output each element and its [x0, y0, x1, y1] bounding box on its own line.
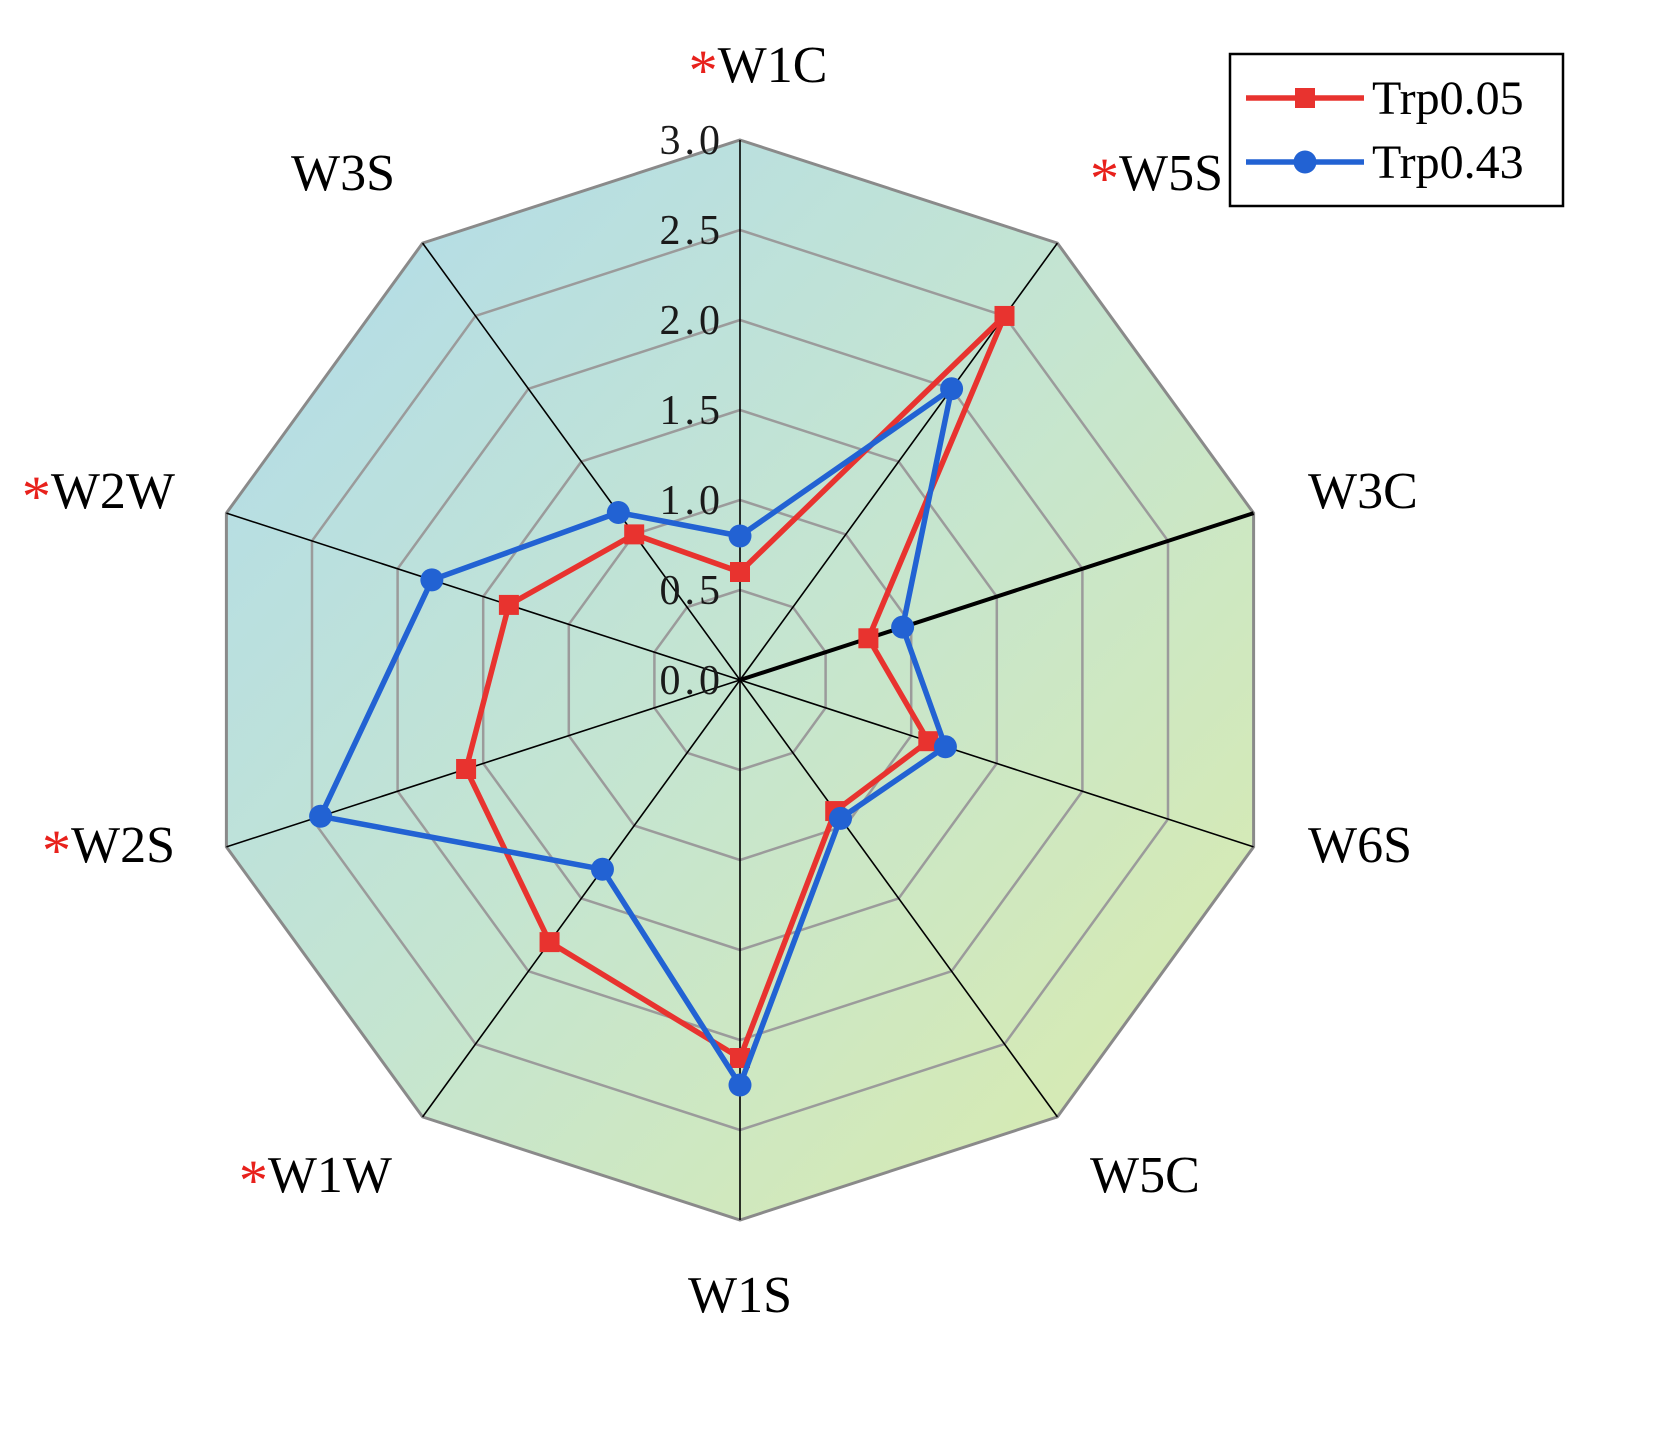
marker-square-Trp0.05-W2S — [456, 758, 477, 779]
axis-spoke-W5C — [739, 679, 1059, 1118]
r-tick-label: 2.0 — [660, 298, 725, 344]
marker-circle-Trp0.43-W5S — [940, 377, 964, 401]
axis-label-W2S: *W2S — [42, 817, 175, 883]
axis-label-W3S: W3S — [291, 145, 395, 202]
axis-spoke-W6S — [739, 679, 1254, 848]
legend-marker-circle-Trp0.43 — [1293, 150, 1317, 174]
marker-circle-Trp0.43-W1C — [728, 524, 752, 548]
significance-asterisk-W2W: * — [22, 464, 51, 529]
axis-label-W6S: W6S — [1308, 817, 1412, 874]
marker-square-Trp0.05-W3C — [858, 628, 879, 649]
axis-label-text: W1C — [718, 37, 828, 94]
axis-label-text: W2S — [71, 817, 175, 874]
r-tick-label: 2.5 — [660, 208, 725, 254]
marker-square-Trp0.05-W6S — [918, 731, 939, 752]
marker-circle-Trp0.43-W2W — [420, 568, 444, 592]
axis-spoke-W3S — [421, 242, 741, 681]
marker-circle-Trp0.43-W6S — [933, 735, 957, 759]
axis-label-text: W2W — [51, 463, 175, 520]
axis-label-W1W: *W1W — [239, 1147, 392, 1213]
r-tick-label: 1.5 — [660, 388, 725, 434]
legend-label-Trp0.05: Trp0.05 — [1372, 72, 1524, 125]
axis-label-text: W1W — [268, 1147, 392, 1204]
marker-square-Trp0.05-W3S — [624, 524, 645, 545]
marker-circle-Trp0.43-W1S — [728, 1073, 752, 1097]
significance-asterisk-W2S: * — [42, 818, 71, 883]
marker-circle-Trp0.43-W3C — [891, 615, 915, 639]
significance-asterisk-W1W: * — [239, 1148, 268, 1213]
axis-label-W3C: W3C — [1308, 463, 1418, 520]
legend-marker-square-Trp0.05 — [1295, 88, 1315, 108]
significance-asterisk-W1C: * — [689, 38, 718, 103]
axis-spoke-W2W — [226, 512, 741, 681]
marker-square-Trp0.05-W1C — [730, 562, 750, 582]
r-tick-label: 0.5 — [660, 568, 725, 614]
axis-label-W5S: *W5S — [1090, 145, 1223, 211]
r-tick-label: 3.0 — [660, 118, 725, 164]
axis-label-W2W: *W2W — [22, 463, 175, 529]
marker-circle-Trp0.43-W3S — [606, 501, 630, 525]
legend-label-Trp0.43: Trp0.43 — [1372, 136, 1524, 189]
marker-circle-Trp0.43-W5C — [829, 806, 853, 830]
marker-square-Trp0.05-W5S — [994, 305, 1015, 326]
marker-square-Trp0.05-W1S — [730, 1048, 750, 1068]
significance-asterisk-W5S: * — [1090, 146, 1119, 211]
axis-label-W5C: W5C — [1090, 1147, 1200, 1204]
marker-square-Trp0.05-W1W — [539, 932, 560, 953]
axis-label-W1S: W1S — [688, 1267, 792, 1324]
marker-circle-Trp0.43-W1W — [590, 857, 614, 881]
axis-spoke-W1W — [421, 679, 741, 1118]
r-tick-label: 1.0 — [660, 478, 725, 524]
marker-square-Trp0.05-W2W — [498, 594, 519, 615]
legend-box — [1228, 52, 1565, 208]
axis-label-W1C: *W1C — [689, 37, 828, 103]
legend: Trp0.05 Trp0.43 — [1228, 52, 1565, 208]
axis-spoke-W3C — [739, 511, 1255, 682]
axis-label-text: W5S — [1119, 145, 1223, 202]
r-tick-label: 0.0 — [660, 658, 725, 704]
marker-circle-Trp0.43-W2S — [309, 804, 333, 828]
